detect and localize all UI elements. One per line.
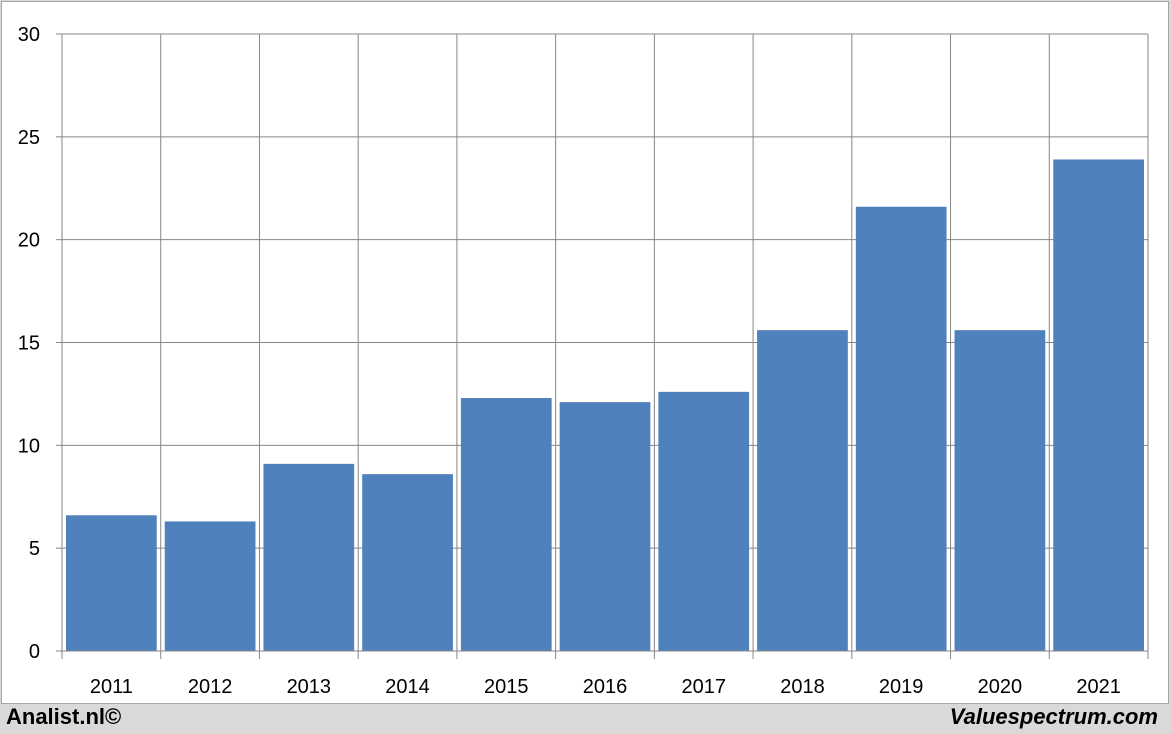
x-tick-label: 2020 bbox=[978, 676, 1023, 698]
x-tick-label: 2014 bbox=[385, 676, 430, 698]
y-tick-label: 25 bbox=[18, 127, 40, 149]
bar-2014 bbox=[362, 474, 453, 651]
bar-2012 bbox=[164, 521, 256, 651]
y-tick-label: 0 bbox=[29, 641, 40, 663]
bar-2017 bbox=[658, 391, 750, 651]
x-tick-label: 2019 bbox=[879, 676, 924, 698]
y-tick-label: 15 bbox=[18, 333, 40, 355]
x-tick-label: 2011 bbox=[90, 676, 133, 698]
bar-2015 bbox=[460, 398, 552, 651]
bar-2020 bbox=[954, 330, 1046, 651]
y-tick-label: 5 bbox=[29, 538, 40, 560]
bar-2016 bbox=[559, 402, 651, 651]
x-tick-label: 2018 bbox=[780, 676, 825, 698]
footer-brand-right: Valuespectrum.com bbox=[949, 704, 1158, 729]
x-tick-label: 2021 bbox=[1076, 676, 1121, 698]
bar-2011 bbox=[66, 515, 157, 651]
x-tick-label: 2017 bbox=[681, 676, 726, 698]
bar-2018 bbox=[757, 330, 848, 651]
bar-2021 bbox=[1053, 159, 1144, 651]
footer-brand-left: Analist.nl© bbox=[6, 704, 122, 729]
x-tick-label: 2013 bbox=[287, 676, 332, 698]
x-tick-label: 2015 bbox=[484, 676, 529, 698]
bar-chart: 0 5 10 15 20 25 30 2011 2012 2013 2014 2015 2016 2017… bbox=[18, 24, 1149, 698]
y-tick-label: 10 bbox=[18, 435, 40, 457]
x-tick-label: 2012 bbox=[188, 676, 233, 698]
bar-2019 bbox=[855, 206, 947, 651]
bar-2013 bbox=[263, 463, 355, 651]
y-tick-label: 20 bbox=[18, 230, 40, 252]
y-tick-label: 30 bbox=[18, 24, 40, 46]
x-tick-label: 2016 bbox=[583, 676, 628, 698]
